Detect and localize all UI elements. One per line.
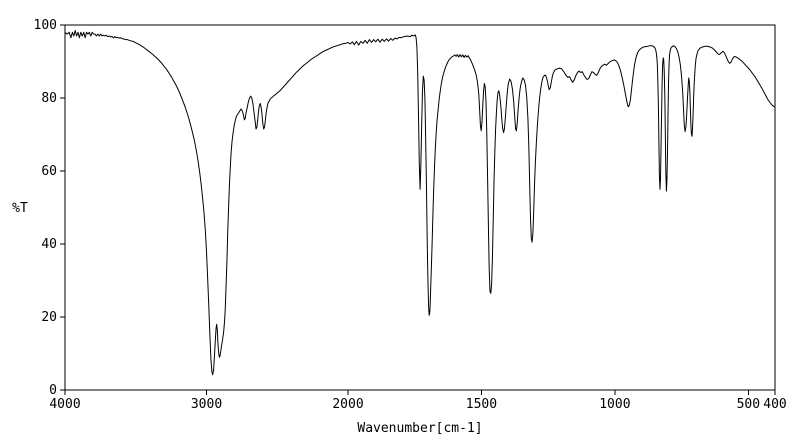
x-tick-label: 400 [763, 397, 786, 412]
x-tick-label: 4000 [49, 397, 80, 412]
x-axis-ticks: 4000 3000 2000 1500 1000 500 400 [49, 390, 787, 412]
spectrum-trace [64, 30, 776, 376]
x-tick-label: 1500 [466, 397, 497, 412]
y-tick-label: 0 [49, 383, 57, 398]
x-tick-label: 2000 [332, 397, 363, 412]
y-tick-label: 60 [41, 164, 57, 179]
x-axis-label: Wavenumber[cm-1] [357, 421, 482, 436]
y-tick-label: 40 [41, 237, 57, 252]
x-tick-label: 500 [737, 397, 760, 412]
x-tick-label: 3000 [191, 397, 222, 412]
y-axis-label: %T [12, 201, 28, 216]
plot-frame [64, 24, 776, 391]
y-axis-ticks: 0 20 40 60 80 100 [34, 18, 65, 398]
x-tick-label: 1000 [599, 397, 630, 412]
y-tick-label: 20 [41, 310, 57, 325]
y-tick-label: 100 [34, 18, 57, 33]
y-tick-label: 80 [41, 91, 57, 106]
